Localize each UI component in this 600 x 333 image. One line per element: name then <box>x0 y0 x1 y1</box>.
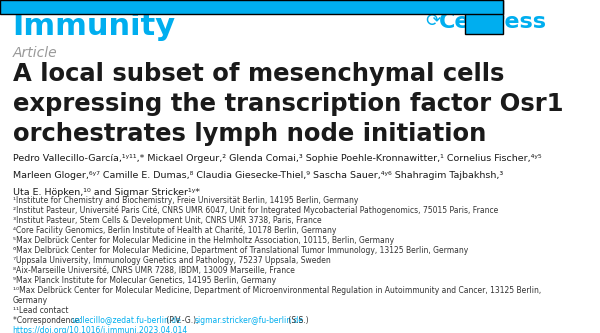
Text: https://doi.org/10.1016/j.immuni.2023.04.014: https://doi.org/10.1016/j.immuni.2023.04… <box>13 326 188 333</box>
Text: vallecillo@zedat.fu-berlin.de: vallecillo@zedat.fu-berlin.de <box>72 316 182 325</box>
Text: (S.S.): (S.S.) <box>286 316 309 325</box>
Text: sigmar.stricker@fu-berlin.de: sigmar.stricker@fu-berlin.de <box>195 316 304 325</box>
Text: (P.V.-G.),: (P.V.-G.), <box>164 316 201 325</box>
Text: ¹⁰Max Delbrück Center for Molecular Medicine, Department of Microenvironmental R: ¹⁰Max Delbrück Center for Molecular Medi… <box>13 286 541 295</box>
Text: ⁹Max Planck Institute for Molecular Genetics, 14195 Berlin, Germany: ⁹Max Planck Institute for Molecular Gene… <box>13 276 275 285</box>
Text: ⁶Max Delbrück Center for Molecular Medicine, Department of Translational Tumor I: ⁶Max Delbrück Center for Molecular Medic… <box>13 246 468 255</box>
Text: ²Institut Pasteur, Université Paris Cité, CNRS UMR 6047, Unit for Integrated Myc: ²Institut Pasteur, Université Paris Cité… <box>13 206 498 215</box>
Text: A local subset of mesenchymal cells: A local subset of mesenchymal cells <box>13 62 504 86</box>
Text: Germany: Germany <box>13 296 47 305</box>
Text: ⁸Aix-Marseille Université, CNRS UMR 7288, IBDM, 13009 Marseille, France: ⁸Aix-Marseille Université, CNRS UMR 7288… <box>13 266 295 275</box>
FancyBboxPatch shape <box>465 0 503 34</box>
Text: Uta E. Höpken,¹⁰ and Sigmar Stricker¹ʸ*: Uta E. Höpken,¹⁰ and Sigmar Stricker¹ʸ* <box>13 188 200 197</box>
Text: ¹¹Lead contact: ¹¹Lead contact <box>13 306 68 315</box>
Text: Marleen Gloger,⁶ʸ⁷ Camille E. Dumas,⁸ Claudia Giesecke-Thiel,⁹ Sascha Sauer,⁴ʸ⁶ : Marleen Gloger,⁶ʸ⁷ Camille E. Dumas,⁸ Cl… <box>13 171 503 180</box>
Text: Pedro Vallecillo-García,¹ʸ¹¹,* Mickael Orgeur,² Glenda Comai,³ Sophie Poehle-Kro: Pedro Vallecillo-García,¹ʸ¹¹,* Mickael O… <box>13 154 541 163</box>
Text: Article: Article <box>13 46 57 60</box>
Text: ⁷Uppsala University, Immunology Genetics and Pathology, 75237 Uppsala, Sweden: ⁷Uppsala University, Immunology Genetics… <box>13 256 331 265</box>
Text: ⁴Core Facility Genomics, Berlin Institute of Health at Charité, 10178 Berlin, Ge: ⁴Core Facility Genomics, Berlin Institut… <box>13 226 336 235</box>
FancyBboxPatch shape <box>0 0 503 14</box>
Text: Immunity: Immunity <box>13 12 176 41</box>
Text: ¹Institute for Chemistry and Biochemistry, Freie Universität Berlin, 14195 Berli: ¹Institute for Chemistry and Biochemistr… <box>13 196 358 205</box>
Text: CelPress: CelPress <box>439 12 547 32</box>
Text: *Correspondence:: *Correspondence: <box>13 316 83 325</box>
Text: expressing the transcription factor Osr1: expressing the transcription factor Osr1 <box>13 92 563 116</box>
Text: ⁵Max Delbrück Center for Molecular Medicine in the Helmholtz Association, 10115,: ⁵Max Delbrück Center for Molecular Medic… <box>13 236 394 245</box>
Text: ⟳: ⟳ <box>425 12 440 30</box>
Text: orchestrates lymph node initiation: orchestrates lymph node initiation <box>13 122 486 146</box>
Text: ³Institut Pasteur, Stem Cells & Development Unit, CNRS UMR 3738, Paris, France: ³Institut Pasteur, Stem Cells & Developm… <box>13 216 321 225</box>
